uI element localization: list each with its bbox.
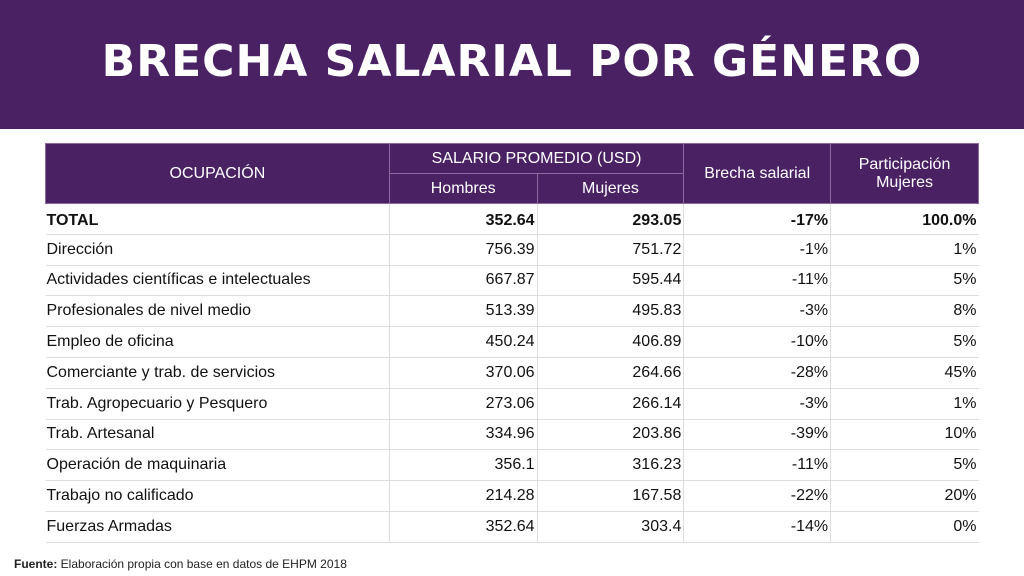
cell-participation: 10% [830, 419, 979, 451]
cell-men-salary: 370.06 [388, 357, 538, 389]
table-row: Actividades científicas e intelectuales 6… [45, 265, 979, 297]
cell-gap: -10% [683, 326, 831, 358]
cell-participation: 1% [830, 234, 979, 266]
cell-occupation: Actividades científicas e intelectuales [45, 265, 390, 297]
cell-gap: -3% [683, 295, 831, 328]
cell-women-salary: 293.05 [536, 203, 684, 235]
cell-participation: 20% [830, 480, 979, 512]
header-women: Mujeres [536, 173, 685, 204]
cell-gap: -11% [683, 265, 831, 297]
cell-men-salary: 214.28 [388, 480, 538, 512]
cell-occupation: Empleo de oficina [45, 326, 390, 358]
header-men: Hombres [388, 173, 538, 204]
cell-men-salary: 756.39 [388, 234, 538, 266]
cell-gap: -17% [683, 203, 831, 235]
cell-occupation: Comerciante y trab. de servicios [45, 357, 390, 389]
cell-women-salary: 303.4 [536, 511, 684, 543]
cell-men-salary: 667.87 [388, 265, 538, 297]
cell-occupation: Fuerzas Armadas [45, 511, 390, 543]
source-note: Fuente: Elaboración propia con base en d… [14, 557, 347, 571]
cell-occupation: Trab. Artesanal [45, 419, 390, 451]
total-row: TOTAL 352.64 293.05 -17% 100.0% [45, 203, 979, 235]
cell-women-salary: 495.83 [536, 295, 684, 328]
salary-gap-table: OCUPACIÓN SALARIO PROMEDIO (USD) Brecha … [45, 143, 979, 543]
header-salary: SALARIO PROMEDIO (USD) [388, 143, 685, 174]
cell-occupation: Dirección [45, 234, 390, 266]
cell-men-salary: 450.24 [388, 326, 538, 358]
cell-gap: -14% [683, 511, 831, 543]
header-occupation: OCUPACIÓN [45, 143, 390, 204]
header-gap: Brecha salarial [683, 143, 832, 204]
cell-participation: 5% [830, 326, 979, 358]
cell-men-salary: 334.96 [388, 419, 538, 451]
cell-women-salary: 264.66 [536, 357, 684, 389]
table-row: Trab. Artesanal 334.96 203.86 -39% 10% [45, 419, 979, 451]
table-row: Fuerzas Armadas 352.64 303.4 -14% 0% [45, 511, 979, 543]
table-row: Profesionales de nivel medio 513.39 495.83… [45, 295, 979, 328]
cell-men-salary: 352.64 [388, 203, 538, 235]
cell-men-salary: 356.1 [388, 449, 538, 482]
table-row: Trab. Agropecuario y Pesquero 273.06 266.1… [45, 388, 979, 420]
cell-women-salary: 167.58 [536, 480, 684, 512]
table-row: Dirección 756.39 751.72 -1% 1% [45, 234, 979, 266]
cell-occupation: Trabajo no calificado [45, 480, 390, 512]
cell-participation: 8% [830, 295, 979, 328]
source-text: Elaboración propia con base en datos de … [57, 557, 347, 571]
cell-gap: -1% [683, 234, 831, 266]
table-row: Empleo de oficina 450.24 406.89 -10% 5% [45, 326, 979, 358]
header-participation: Participación Mujeres [830, 143, 979, 204]
cell-women-salary: 406.89 [536, 326, 684, 358]
cell-men-salary: 352.64 [388, 511, 538, 543]
title-banner: BRECHA SALARIAL POR GÉNERO [0, 0, 1024, 129]
cell-gap: -11% [683, 449, 831, 482]
table-row: Operación de maquinaria 356.1 316.23 -11% 5% [45, 449, 979, 482]
cell-women-salary: 203.86 [536, 419, 684, 451]
cell-participation: 5% [830, 449, 979, 482]
cell-men-salary: 273.06 [388, 388, 538, 420]
table-row: Trabajo no calificado 214.28 167.58 -22% 20% [45, 480, 979, 512]
cell-women-salary: 266.14 [536, 388, 684, 420]
cell-participation: 5% [830, 265, 979, 297]
cell-women-salary: 316.23 [536, 449, 684, 482]
cell-gap: -28% [683, 357, 831, 389]
cell-gap: -39% [683, 419, 831, 451]
cell-occupation: Profesionales de nivel medio [45, 295, 390, 328]
cell-women-salary: 595.44 [536, 265, 684, 297]
cell-women-salary: 751.72 [536, 234, 684, 266]
cell-occupation: Trab. Agropecuario y Pesquero [45, 388, 390, 420]
cell-participation: 45% [830, 357, 979, 389]
cell-gap: -3% [683, 388, 831, 420]
cell-gap: -22% [683, 480, 831, 512]
cell-occupation: TOTAL [45, 203, 390, 235]
page-title: BRECHA SALARIAL POR GÉNERO [101, 36, 923, 87]
cell-participation: 100.0% [830, 203, 979, 235]
cell-participation: 0% [830, 511, 979, 543]
cell-occupation: Operación de maquinaria [45, 449, 390, 482]
source-label: Fuente: [14, 557, 58, 571]
cell-men-salary: 513.39 [388, 295, 538, 328]
table-row: Comerciante y trab. de servicios 370.06 26… [45, 357, 979, 389]
cell-participation: 1% [830, 388, 979, 420]
